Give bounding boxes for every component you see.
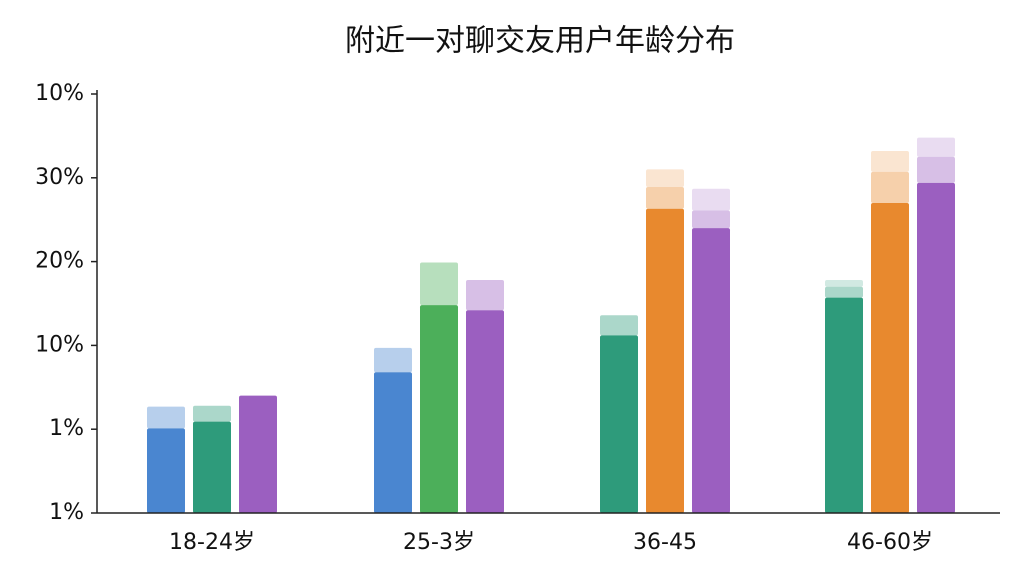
y-tick-label: 20% [35,249,84,274]
y-tick-label: 30% [35,165,84,190]
bar-segment [239,395,277,513]
chart-title: 附近一对聊交友用户年龄分布 [345,24,735,59]
bar-segment [825,280,863,287]
bar-segment [646,208,684,513]
bar-segment [825,297,863,513]
bar-segment [193,421,231,513]
y-tick-label: 1% [49,416,84,441]
bar-segment [917,182,955,513]
bar-segment [147,406,185,429]
bar-segment [871,150,909,172]
bar-segment [466,280,504,311]
y-tick-label: 1% [49,500,84,525]
bar-segment [692,228,730,513]
bar-segment [600,335,638,513]
bar-segment [692,210,730,229]
bar-segment [600,315,638,336]
bar-segment [825,286,863,298]
bar-segment [692,188,730,211]
bar-segment [374,372,412,513]
x-tick-label: 46-60岁 [847,530,933,555]
bar-segment [147,428,185,513]
bar-segment [420,305,458,513]
bar-segment [871,202,909,513]
y-tick-label: 10% [35,81,84,106]
bar-segment [646,187,684,209]
bar-segment [466,310,504,513]
bar-segment [374,347,412,373]
y-tick-label: 10% [35,332,84,357]
bar-segment [646,169,684,188]
x-tick-label: 36-45 [633,530,697,555]
bar-segment [420,262,458,306]
bar-segment [193,405,231,422]
bar-segment [917,137,955,157]
bar-segment [917,156,955,183]
x-tick-label: 25-3岁 [403,530,475,555]
bar-segment [871,171,909,203]
x-tick-label: 18-24岁 [169,530,255,555]
